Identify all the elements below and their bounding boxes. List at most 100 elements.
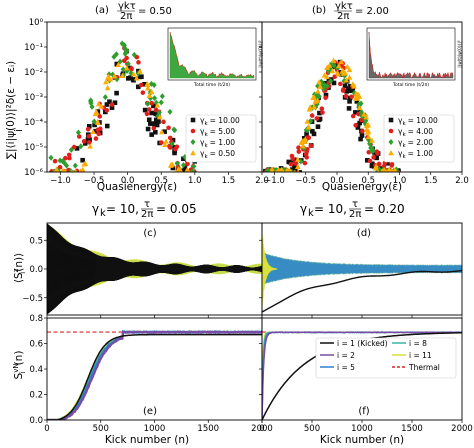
kicked-line-e xyxy=(47,333,262,420)
data-point-b xyxy=(328,61,335,68)
x-tick-label-e: 1000 xyxy=(144,424,166,434)
data-point-b xyxy=(344,89,350,94)
data-point-a xyxy=(57,164,63,170)
title-d-frac-num: τ xyxy=(352,199,358,210)
ylabel-a-text: ∑|⟨i|ψ(0)⟩|²δ(ε − εᵢ) xyxy=(5,61,17,159)
data-point-b xyxy=(278,167,284,172)
data-point-b xyxy=(392,167,398,172)
data-point-b xyxy=(310,94,316,101)
title-a-panel: (a) xyxy=(95,5,109,16)
data-point-b xyxy=(371,155,376,160)
data-point-a xyxy=(131,77,136,83)
legend-label-f: i = 2 xyxy=(337,351,355,360)
legend-box-f xyxy=(315,337,457,379)
legend-marker-b xyxy=(388,139,394,145)
data-point-a xyxy=(151,125,157,131)
data-point-a xyxy=(157,113,163,120)
data-point-a xyxy=(93,128,98,134)
title-c-frac-num: τ xyxy=(144,199,150,210)
data-point-a xyxy=(173,146,178,152)
data-point-b xyxy=(342,83,348,89)
data-point-a xyxy=(166,125,171,131)
x-tick-label-a: 0.0 xyxy=(121,176,135,186)
legend-label-b: γk = 2.00 xyxy=(398,138,433,149)
data-point-b xyxy=(276,168,280,172)
data-point-b xyxy=(290,156,296,161)
data-point-a xyxy=(142,81,147,87)
inset-line-a xyxy=(169,31,255,78)
title-b-den: 2π xyxy=(337,11,349,22)
data-point-b xyxy=(385,160,390,166)
data-point-a xyxy=(90,128,96,134)
data-point-a xyxy=(71,144,77,150)
data-point-b xyxy=(311,103,317,110)
data-point-b xyxy=(330,57,337,63)
data-point-b xyxy=(340,88,346,93)
x-tick-label-e: 500 xyxy=(93,424,109,434)
data-point-a xyxy=(167,108,173,115)
data-point-a xyxy=(87,137,92,142)
data-point-b xyxy=(353,92,360,98)
data-point-b xyxy=(332,74,337,79)
data-point-a xyxy=(111,73,118,79)
data-point-b xyxy=(317,110,322,116)
panel-label-e: (e) xyxy=(143,406,157,417)
data-point-b xyxy=(331,62,337,69)
data-point-b xyxy=(298,139,305,145)
data-point-a xyxy=(144,81,150,87)
data-point-b xyxy=(353,95,359,101)
title-c-sub: k xyxy=(100,208,106,219)
xlabel-a: Quasienergy(ε) xyxy=(97,181,177,193)
title-d-gamma: γ xyxy=(300,202,307,216)
data-point-b xyxy=(376,161,382,167)
data-point-b xyxy=(376,172,382,177)
data-point-a xyxy=(63,155,68,161)
title-b: (b) γkτ 2π = 2.00 xyxy=(312,1,389,22)
y-tick-label-e: 0.8 xyxy=(29,314,43,324)
data-point-a xyxy=(114,90,119,96)
data-point-a xyxy=(80,166,86,172)
data-point-b xyxy=(349,94,354,100)
data-point-b xyxy=(295,156,301,162)
legend-box-b xyxy=(383,114,455,163)
data-point-b xyxy=(351,83,357,89)
panel-c: −0.5 0.0 0.5 (c) xyxy=(22,222,263,318)
data-point-b xyxy=(367,158,373,164)
data-point-b xyxy=(350,113,356,119)
ylabel-c: ⟨Szi(n)⟩ xyxy=(12,253,27,283)
x-tick-label-e: 0 xyxy=(44,424,49,434)
data-point-a xyxy=(131,51,137,58)
data-point-b xyxy=(309,113,315,118)
data-point-b xyxy=(310,128,315,134)
data-point-a xyxy=(97,114,103,119)
spike-d xyxy=(262,225,278,309)
data-point-a xyxy=(121,42,127,49)
data-point-a xyxy=(72,162,78,169)
data-point-a xyxy=(103,78,109,85)
data-point-a xyxy=(145,85,151,91)
data-point-a xyxy=(170,165,176,171)
inset-xlabel-a: Total time (t/2π) xyxy=(193,82,230,88)
data-point-a xyxy=(60,167,65,172)
legend-marker-a xyxy=(190,128,196,134)
data-point-a xyxy=(107,99,112,104)
title-b-num: γkτ xyxy=(335,1,353,12)
data-point-a xyxy=(53,166,60,172)
title-b-panel: (b) xyxy=(312,5,326,16)
y-tick-label-e: 0.0 xyxy=(29,416,43,426)
data-point-a xyxy=(74,146,80,151)
legend-label-f: Thermal xyxy=(408,363,440,372)
data-point-a xyxy=(115,61,122,68)
y-tick-label-e: 0.2 xyxy=(29,391,43,401)
y-tick-label-a: 10⁻⁴ xyxy=(24,118,43,128)
x-tick-label-f: 0 xyxy=(259,424,264,434)
data-point-b xyxy=(381,168,386,172)
data-point-a xyxy=(154,102,161,108)
data-point-a xyxy=(149,110,154,116)
data-point-b xyxy=(293,169,297,172)
x-tick-label-a: 1.5 xyxy=(222,176,236,186)
data-point-b xyxy=(338,58,344,65)
data-point-a xyxy=(152,121,158,126)
